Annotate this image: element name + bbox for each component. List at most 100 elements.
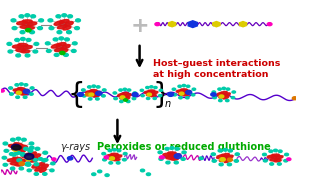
Circle shape <box>17 159 22 162</box>
Circle shape <box>19 167 23 170</box>
Ellipse shape <box>109 157 117 160</box>
Circle shape <box>127 89 131 91</box>
Ellipse shape <box>172 154 180 157</box>
Circle shape <box>28 149 33 152</box>
Circle shape <box>287 158 291 160</box>
Circle shape <box>159 156 164 159</box>
Ellipse shape <box>55 48 64 51</box>
Circle shape <box>114 98 117 100</box>
Ellipse shape <box>17 149 25 152</box>
Circle shape <box>33 50 38 53</box>
Circle shape <box>186 85 190 87</box>
Circle shape <box>12 153 16 156</box>
Ellipse shape <box>151 91 158 94</box>
Circle shape <box>174 154 182 158</box>
Ellipse shape <box>148 91 155 94</box>
Ellipse shape <box>272 154 280 156</box>
Circle shape <box>29 142 34 145</box>
Circle shape <box>116 162 120 164</box>
Circle shape <box>113 92 116 94</box>
Circle shape <box>57 31 62 34</box>
Circle shape <box>86 93 90 96</box>
Circle shape <box>211 93 216 96</box>
Circle shape <box>28 156 32 159</box>
Circle shape <box>89 93 94 96</box>
Circle shape <box>20 153 24 155</box>
Ellipse shape <box>62 45 70 49</box>
Circle shape <box>123 153 127 155</box>
Ellipse shape <box>115 155 122 158</box>
Circle shape <box>27 169 32 172</box>
Circle shape <box>141 95 144 97</box>
Circle shape <box>51 162 55 165</box>
Circle shape <box>219 95 224 98</box>
Ellipse shape <box>106 154 114 157</box>
Ellipse shape <box>86 91 94 93</box>
Circle shape <box>277 163 281 165</box>
Ellipse shape <box>90 90 98 92</box>
Ellipse shape <box>271 156 280 159</box>
Circle shape <box>26 29 31 32</box>
Circle shape <box>7 42 12 45</box>
Circle shape <box>19 162 24 165</box>
Ellipse shape <box>63 26 71 30</box>
Circle shape <box>273 149 277 152</box>
Ellipse shape <box>88 94 96 96</box>
Polygon shape <box>188 21 197 28</box>
Ellipse shape <box>220 91 227 94</box>
Circle shape <box>235 153 239 156</box>
Circle shape <box>285 153 289 156</box>
Circle shape <box>11 144 20 150</box>
Circle shape <box>60 51 65 55</box>
Circle shape <box>186 97 189 99</box>
Ellipse shape <box>144 91 151 93</box>
Ellipse shape <box>65 22 73 26</box>
Circle shape <box>67 31 71 34</box>
Ellipse shape <box>94 91 101 94</box>
Circle shape <box>166 161 170 164</box>
Ellipse shape <box>8 144 18 148</box>
Circle shape <box>263 160 267 162</box>
Circle shape <box>26 162 30 165</box>
Ellipse shape <box>183 94 189 96</box>
Ellipse shape <box>217 155 225 158</box>
Circle shape <box>30 31 35 34</box>
Ellipse shape <box>57 43 66 46</box>
Polygon shape <box>168 22 176 27</box>
Circle shape <box>25 14 30 17</box>
Circle shape <box>11 138 15 141</box>
Circle shape <box>292 97 297 100</box>
Ellipse shape <box>36 163 44 166</box>
Circle shape <box>56 15 61 18</box>
Circle shape <box>59 37 64 40</box>
Circle shape <box>222 87 226 89</box>
Circle shape <box>98 170 102 173</box>
Ellipse shape <box>32 154 40 158</box>
Circle shape <box>46 50 51 52</box>
Circle shape <box>179 92 184 95</box>
Circle shape <box>64 53 68 56</box>
Ellipse shape <box>56 45 67 49</box>
Ellipse shape <box>36 165 45 169</box>
Ellipse shape <box>219 158 227 161</box>
Circle shape <box>124 99 128 101</box>
Circle shape <box>112 149 116 151</box>
Circle shape <box>11 19 16 22</box>
Circle shape <box>19 15 24 18</box>
Circle shape <box>52 158 56 160</box>
Circle shape <box>29 93 33 95</box>
Circle shape <box>16 137 21 140</box>
Circle shape <box>43 173 47 175</box>
Circle shape <box>182 84 186 87</box>
Circle shape <box>8 50 13 53</box>
Circle shape <box>9 87 12 89</box>
Ellipse shape <box>20 25 30 28</box>
Circle shape <box>178 85 181 87</box>
Circle shape <box>155 23 160 26</box>
Circle shape <box>278 150 282 153</box>
Circle shape <box>227 158 232 161</box>
Circle shape <box>2 156 6 159</box>
Circle shape <box>219 163 223 166</box>
Ellipse shape <box>15 163 23 166</box>
Circle shape <box>105 174 109 177</box>
